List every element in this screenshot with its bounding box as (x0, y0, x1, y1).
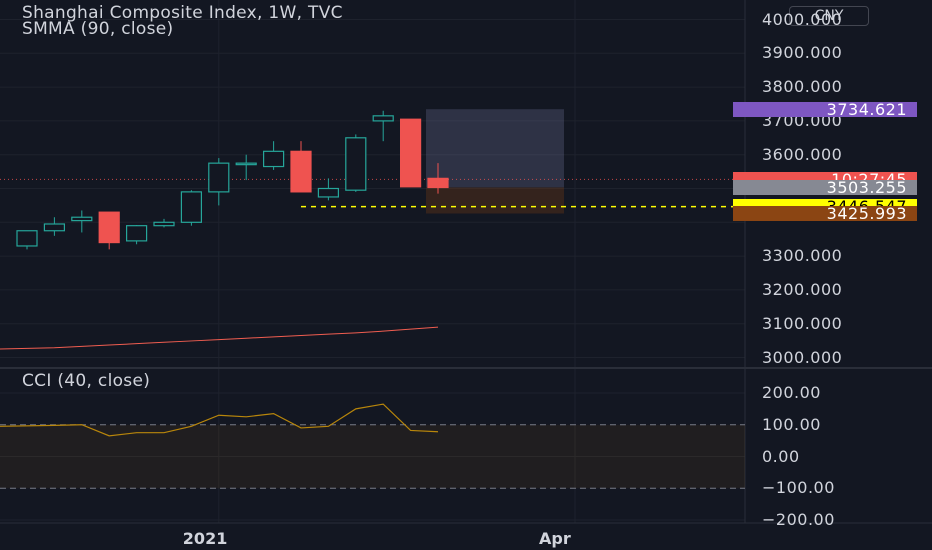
price-badge: 3503.255 (733, 179, 917, 195)
candle-body-up (153, 221, 175, 227)
candle-body-up (43, 223, 66, 232)
candle-body-down (290, 150, 312, 193)
price-tick-label: 3200.000 (762, 279, 843, 299)
candle-body-up (235, 162, 257, 166)
cci-tick-label: −100.00 (762, 478, 835, 498)
cci-line (0, 403, 439, 437)
candle-body-up (372, 115, 394, 122)
price-badge: 3425.993 (733, 206, 917, 222)
position-stop-zone (426, 187, 564, 214)
cci-tick-label: 0.00 (762, 446, 800, 466)
price-badge: 3734.621 (733, 101, 917, 117)
candle-body-up (317, 187, 339, 198)
price-tick-label: 3600.000 (762, 144, 843, 164)
price-tick-label: 3300.000 (762, 246, 843, 266)
cci-tick-label: 200.00 (762, 383, 821, 402)
candle-body-up (71, 216, 93, 222)
cci-legend[interactable]: CCI (40, close) (22, 371, 151, 391)
price-tick-label: 4000.000 (762, 9, 843, 29)
price-tick-label: 3000.000 (762, 347, 843, 367)
currency-button[interactable]: CNY (789, 6, 869, 26)
smma-legend[interactable]: SMMA (90, close) (22, 19, 174, 39)
candle-body-down (400, 118, 422, 188)
smma-line (0, 326, 439, 350)
candle-body-up (16, 230, 38, 247)
candle-body-up (125, 225, 148, 242)
candle-body-down (427, 177, 449, 189)
chart-title: Shanghai Composite Index, 1W, TVC (22, 3, 343, 23)
cci-band-fill (0, 424, 745, 489)
candle-body-down (98, 211, 120, 244)
time-tick-label: 2021 (182, 529, 228, 548)
cci-tick-label: −200.00 (762, 510, 835, 529)
time-tick-label: Apr (539, 529, 571, 548)
candle-body-up (180, 191, 202, 223)
candle-body-up (345, 137, 367, 191)
candle-body-up (263, 150, 285, 168)
candle-body-up (208, 162, 230, 193)
price-tick-label: 3100.000 (762, 313, 843, 333)
price-tick-label: 3900.000 (762, 43, 843, 63)
position-target-zone (426, 109, 564, 188)
price-tick-label: 3800.000 (762, 77, 843, 97)
cci-tick-label: 100.00 (762, 414, 821, 434)
